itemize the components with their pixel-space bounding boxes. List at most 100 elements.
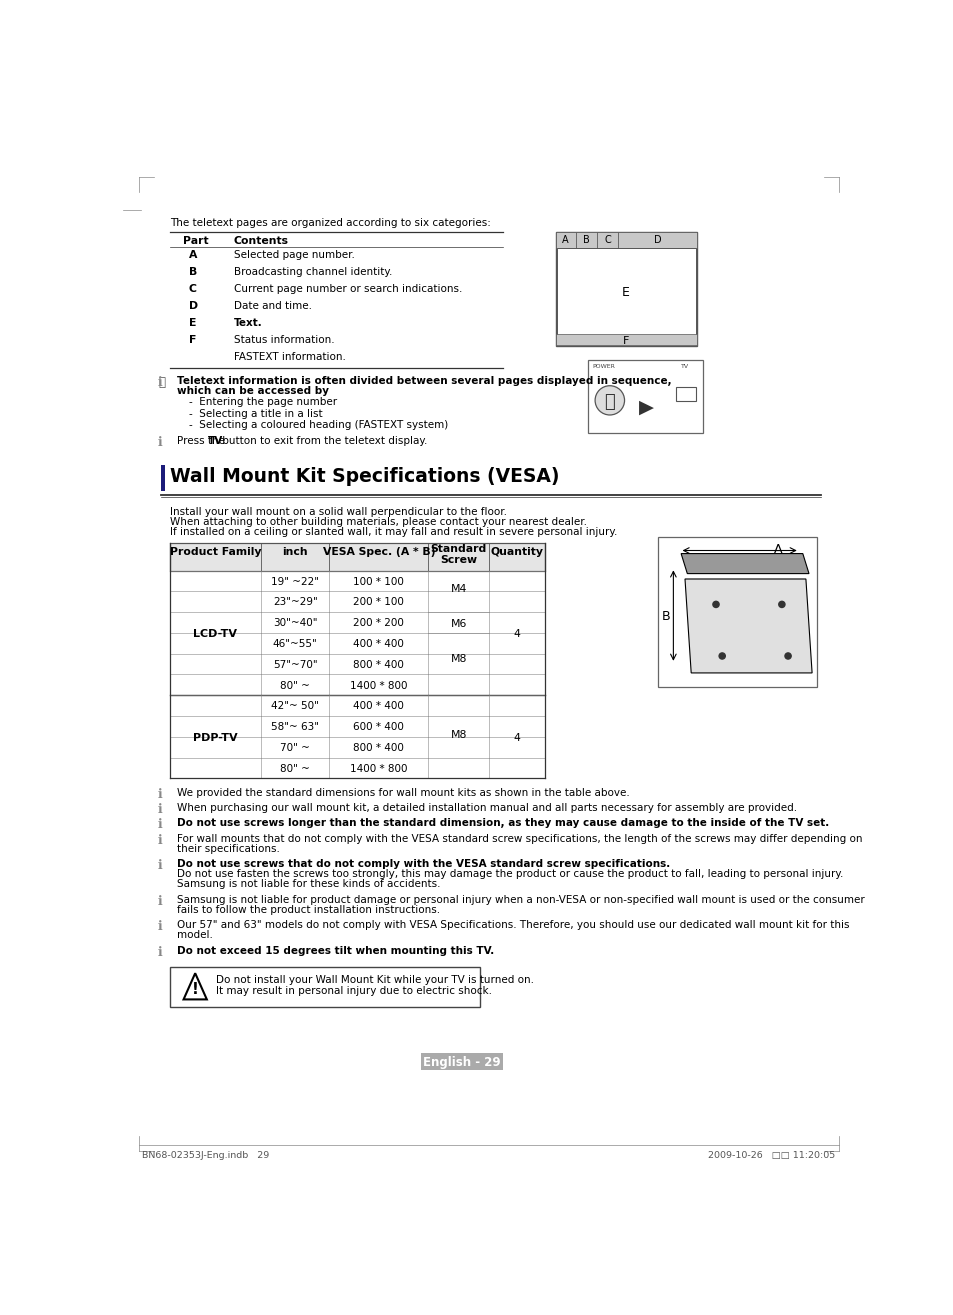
Text: When purchasing our wall mount kit, a detailed installation manual and all parts: When purchasing our wall mount kit, a de…: [177, 803, 797, 813]
Text: 30"~40": 30"~40": [273, 618, 317, 629]
Text: When attaching to other building materials, please contact your nearest dealer.: When attaching to other building materia…: [170, 517, 586, 526]
Text: C: C: [189, 284, 196, 295]
Text: 400 * 400: 400 * 400: [353, 701, 404, 711]
Text: Screw: Screw: [439, 555, 476, 565]
Bar: [555, 334, 697, 345]
Text: 800 * 400: 800 * 400: [353, 660, 404, 669]
Bar: [170, 543, 545, 571]
Text: 19" ~22": 19" ~22": [271, 577, 319, 586]
Text: ▶: ▶: [639, 397, 653, 417]
Text: ℹ: ℹ: [158, 803, 163, 817]
Text: M8: M8: [450, 655, 466, 664]
Text: M8: M8: [450, 730, 466, 740]
Text: Standard: Standard: [430, 544, 486, 555]
Text: ℹ: ℹ: [158, 834, 163, 847]
Text: model.: model.: [177, 930, 213, 940]
Text: 200 * 100: 200 * 100: [353, 597, 404, 608]
Text: It may result in personal injury due to electric shock.: It may result in personal injury due to …: [216, 986, 492, 997]
Text: !: !: [192, 982, 198, 998]
Text: 400 * 400: 400 * 400: [353, 639, 404, 650]
Text: 2009-10-26   □□ 11:20:05: 2009-10-26 □□ 11:20:05: [707, 1151, 835, 1160]
Text: F: F: [189, 335, 196, 345]
Text: Current page number or search indications.: Current page number or search indication…: [233, 284, 462, 295]
Text: A: A: [189, 250, 197, 260]
Text: 100 * 100: 100 * 100: [353, 577, 404, 586]
Text: ℹ: ℹ: [158, 894, 163, 907]
Text: Contents: Contents: [233, 237, 289, 246]
Text: Wall Mount Kit Specifications (VESA): Wall Mount Kit Specifications (VESA): [171, 467, 559, 487]
Text: Samsung is not liable for product damage or personal injury when a non-VESA or n: Samsung is not liable for product damage…: [177, 894, 864, 905]
Text: button to exit from the teletext display.: button to exit from the teletext display…: [219, 435, 427, 446]
Circle shape: [595, 385, 624, 416]
Text: FASTEXT information.: FASTEXT information.: [233, 352, 345, 362]
Bar: [555, 233, 697, 346]
Polygon shape: [680, 554, 808, 573]
Text: VESA Spec. (A * B): VESA Spec. (A * B): [322, 547, 435, 556]
Text: E: E: [189, 318, 196, 327]
Text: 58"~ 63": 58"~ 63": [271, 722, 319, 732]
Text: Do not install your Wall Mount Kit while your TV is turned on.: Do not install your Wall Mount Kit while…: [216, 974, 534, 985]
Bar: [675, 387, 695, 401]
Text: B: B: [582, 235, 589, 245]
Bar: [658, 537, 816, 686]
Text: Install your wall mount on a solid wall perpendicular to the floor.: Install your wall mount on a solid wall …: [170, 506, 506, 517]
Text: B: B: [661, 610, 670, 623]
Text: Do not use screws longer than the standard dimension, as they may cause damage t: Do not use screws longer than the standa…: [177, 818, 829, 828]
Text: 80" ~: 80" ~: [280, 764, 310, 773]
Text: Ⓝ: Ⓝ: [158, 376, 165, 389]
Circle shape: [784, 654, 790, 659]
Polygon shape: [684, 579, 811, 673]
Text: Do not use screws that do not comply with the VESA standard screw specifications: Do not use screws that do not comply wit…: [177, 859, 670, 869]
Text: Our 57" and 63" models do not comply with VESA Specifications. Therefore, you sh: Our 57" and 63" models do not comply wit…: [177, 920, 849, 930]
Text: 57"~70": 57"~70": [273, 660, 317, 669]
Text: 4: 4: [513, 629, 519, 639]
Bar: [557, 249, 695, 335]
Text: 200 * 200: 200 * 200: [353, 618, 404, 629]
Text: LCD-TV: LCD-TV: [193, 629, 237, 639]
Text: BN68-02353J-Eng.indb   29: BN68-02353J-Eng.indb 29: [142, 1151, 270, 1160]
Text: their specifications.: their specifications.: [177, 844, 280, 853]
Text: Selected page number.: Selected page number.: [233, 250, 355, 260]
Text: TV: TV: [680, 364, 688, 370]
Text: Status information.: Status information.: [233, 335, 335, 345]
Text: A: A: [561, 235, 568, 245]
Text: D: D: [654, 235, 661, 245]
Text: fails to follow the product installation instructions.: fails to follow the product installation…: [177, 905, 440, 915]
Text: Teletext information is often divided between several pages displayed in sequenc: Teletext information is often divided be…: [177, 376, 671, 385]
Text: ℹ: ℹ: [158, 435, 163, 448]
Text: A: A: [773, 543, 781, 556]
Bar: [618, 233, 697, 249]
Text: Quantity: Quantity: [490, 547, 543, 556]
Circle shape: [778, 601, 784, 608]
Text: English - 29: English - 29: [422, 1056, 500, 1069]
Text: TV: TV: [208, 435, 223, 446]
Text: Text.: Text.: [233, 318, 262, 327]
Text: 46"~55": 46"~55": [273, 639, 317, 650]
Text: Samsung is not liable for these kinds of accidents.: Samsung is not liable for these kinds of…: [177, 880, 440, 889]
Polygon shape: [183, 973, 207, 999]
Text: D: D: [189, 301, 198, 312]
Text: ℹ: ℹ: [158, 788, 163, 801]
Bar: [170, 967, 479, 1007]
Text: ℹ: ℹ: [158, 920, 163, 934]
Text: Do not use fasten the screws too strongly, this may damage the product or cause : Do not use fasten the screws too strongl…: [177, 869, 842, 880]
Text: 1400 * 800: 1400 * 800: [350, 681, 407, 690]
Text: E: E: [621, 287, 629, 300]
Text: 23"~29": 23"~29": [273, 597, 317, 608]
Bar: [587, 360, 702, 434]
Bar: [161, 466, 165, 492]
Text: B: B: [189, 267, 197, 277]
Text: which can be accessed by: which can be accessed by: [177, 385, 329, 396]
Text: M6: M6: [450, 619, 466, 629]
Text: 800 * 400: 800 * 400: [353, 743, 404, 753]
Circle shape: [712, 601, 719, 608]
Text: For wall mounts that do not comply with the VESA standard screw specifications, : For wall mounts that do not comply with …: [177, 834, 862, 844]
Bar: [421, 1053, 502, 1070]
Text: -  Entering the page number: - Entering the page number: [189, 397, 336, 408]
Text: ℹ: ℹ: [158, 945, 163, 959]
Text: 600 * 400: 600 * 400: [353, 722, 404, 732]
Bar: [597, 233, 618, 249]
Text: M4: M4: [450, 584, 466, 594]
Text: Press the: Press the: [177, 435, 229, 446]
Text: Broadcasting channel identity.: Broadcasting channel identity.: [233, 267, 392, 277]
